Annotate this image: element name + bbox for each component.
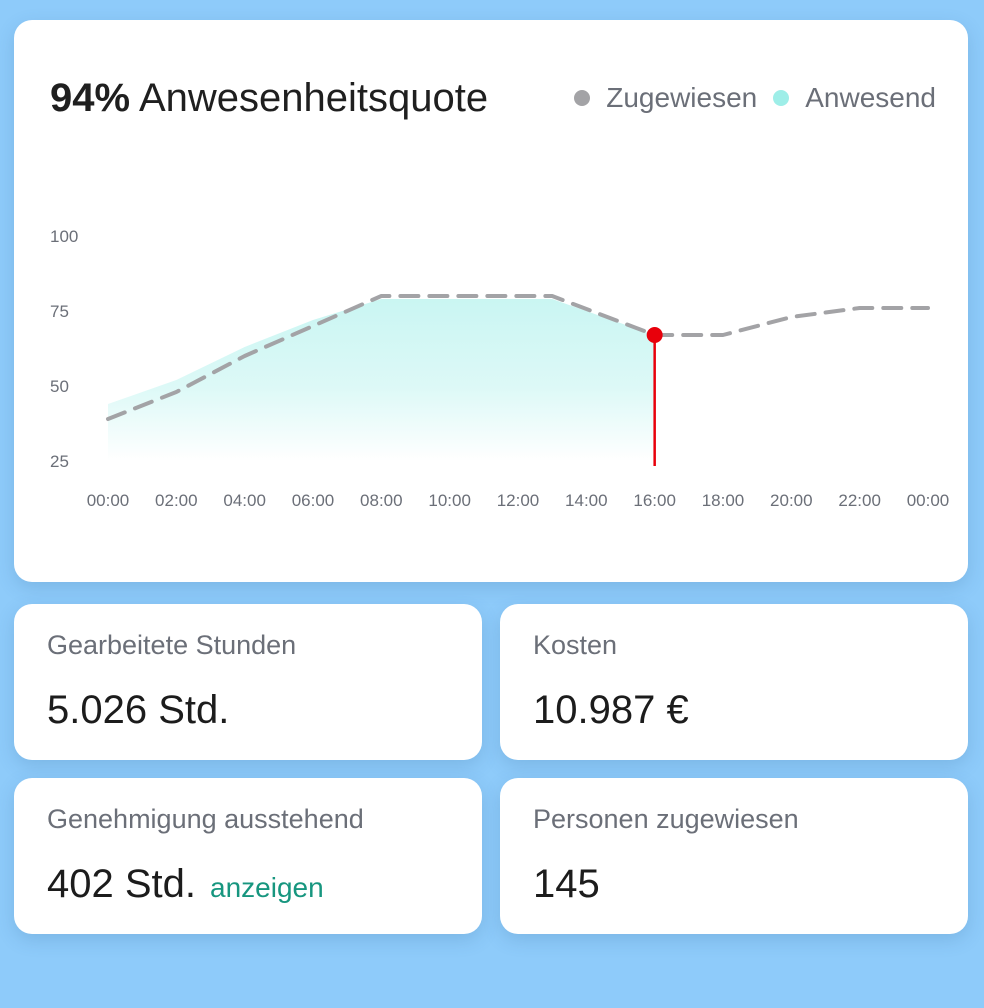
- worked-hours-label: Gearbeitete Stunden: [47, 630, 297, 660]
- x-tick-label-0: 00:00: [87, 491, 130, 510]
- x-tick-label-5: 10:00: [428, 491, 471, 510]
- assigned-persons-value: 145: [533, 862, 600, 906]
- chart-legend: Zugewiesen Anwesend: [574, 82, 936, 114]
- pending-approval-value-row: 402 Std. anzeigen: [47, 862, 324, 907]
- worked-hours-value: 5.026 Std.: [47, 688, 230, 732]
- show-pending-link[interactable]: anzeigen: [210, 872, 324, 903]
- series-area-present: [108, 299, 655, 461]
- x-tick-label-2: 04:00: [223, 491, 266, 510]
- chart-title: 94% Anwesenheitsquote: [50, 76, 488, 121]
- legend-item-present: Anwesend: [773, 82, 936, 114]
- cost-card: Kosten 10.987 €: [500, 604, 968, 760]
- legend-dot-present: [773, 90, 790, 106]
- x-tick-label-8: 16:00: [633, 491, 676, 510]
- assigned-persons-label: Personen zugewiesen: [533, 804, 799, 834]
- y-tick-label-1: 75: [50, 302, 69, 321]
- x-tick-label-4: 08:00: [360, 491, 403, 510]
- legend-dot-assigned: [574, 90, 591, 106]
- pending-approval-label: Genehmigung ausstehend: [47, 804, 364, 834]
- x-tick-label-3: 06:00: [292, 491, 335, 510]
- x-tick-label-10: 20:00: [770, 491, 813, 510]
- worked-hours-card: Gearbeitete Stunden 5.026 Std.: [14, 604, 482, 760]
- attendance-line-chart: 100 75 50 25 00:00 02:00 04:00 06:00 08:00 10:00 1…: [50, 227, 950, 510]
- legend-label-assigned: Zugewiesen: [606, 82, 758, 113]
- x-tick-label-7: 14:00: [565, 491, 608, 510]
- attendance-percent: 94%: [50, 76, 131, 120]
- pending-approval-value: 402 Std.: [47, 862, 197, 906]
- x-tick-label-1: 02:00: [155, 491, 198, 510]
- attendance-chart-card: 94% Anwesenheitsquote Zugewiesen Anwesen…: [14, 20, 968, 582]
- attendance-title: Anwesenheitsquote: [138, 76, 489, 120]
- assigned-persons-card: Personen zugewiesen 145: [500, 778, 968, 934]
- x-tick-label-9: 18:00: [702, 491, 745, 510]
- legend-label-present: Anwesend: [805, 82, 936, 113]
- y-tick-label-0: 100: [50, 227, 78, 246]
- y-tick-label-2: 50: [50, 377, 69, 396]
- current-time-marker[interactable]: [646, 327, 663, 343]
- pending-approval-card: Genehmigung ausstehend 402 Std. anzeigen: [14, 778, 482, 934]
- series-line-assigned: [106, 294, 930, 421]
- y-tick-label-3: 25: [50, 452, 69, 471]
- cost-value: 10.987 €: [533, 688, 689, 732]
- legend-item-assigned: Zugewiesen: [574, 82, 757, 114]
- x-tick-label-12: 00:00: [907, 491, 950, 510]
- x-tick-label-6: 12:00: [497, 491, 540, 510]
- cost-label: Kosten: [533, 630, 618, 660]
- x-tick-label-11: 22:00: [838, 491, 881, 510]
